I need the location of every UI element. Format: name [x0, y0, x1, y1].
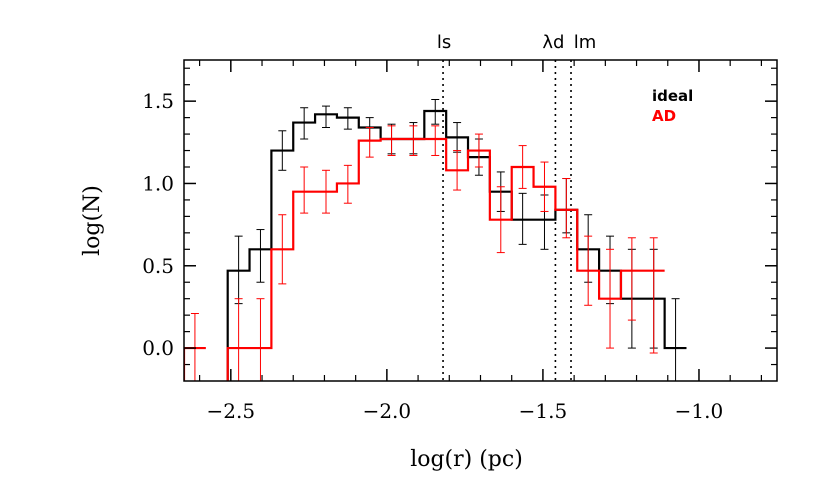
reference-line-labels: ls λd lm [437, 32, 596, 53]
error-bar-AD [627, 237, 636, 321]
error-bar-ideal [343, 107, 352, 130]
series-AD [184, 125, 665, 381]
minor-ticks [184, 60, 777, 381]
error-bar-AD [365, 126, 374, 158]
histogram-step-ideal [226, 109, 687, 381]
error-bar-ideal [671, 298, 680, 381]
error-bar-AD [278, 214, 287, 285]
error-bar-AD [322, 169, 331, 214]
error-bar-ideal [322, 105, 331, 128]
series-ideal [226, 99, 687, 381]
x-tick-label: −1.5 [519, 399, 568, 423]
x-axis-title: log(r) (pc) [410, 447, 523, 472]
error-bar-AD [190, 313, 199, 381]
reference-line-label: ls [437, 32, 451, 53]
error-bar-ideal [256, 229, 265, 283]
error-bar-AD [584, 235, 593, 306]
legend-entry-AD: AD [652, 107, 676, 125]
major-ticks [184, 60, 777, 381]
error-bar-AD [256, 298, 265, 381]
legend-entry-ideal: ideal [652, 87, 693, 105]
error-bar-ideal [431, 99, 440, 125]
error-bar-AD [649, 237, 658, 354]
error-bar-AD [453, 150, 462, 191]
y-tick-label: 0.0 [142, 336, 174, 360]
x-tick-labels: −2.5 −2.0 −1.5 −1.0 [207, 399, 724, 423]
y-tick-label: 1.0 [142, 171, 174, 195]
y-axis-title: log(N) [80, 185, 105, 256]
error-bar-AD [518, 145, 527, 189]
error-bar-AD [474, 133, 483, 168]
y-tick-label: 1.5 [142, 89, 174, 113]
error-bar-AD [409, 125, 418, 156]
y-tick-labels: 0.0 0.5 1.0 1.5 [142, 89, 174, 360]
error-bar-AD [387, 125, 396, 156]
x-tick-label: −2.5 [207, 399, 256, 423]
y-tick-label: 0.5 [142, 254, 174, 278]
histogram-step-AD [184, 137, 665, 381]
error-bar-ideal [518, 192, 527, 245]
error-bar-AD [431, 125, 440, 156]
plot-frame [183, 59, 778, 382]
legend: ideal AD [652, 87, 693, 125]
error-bar-AD [496, 186, 505, 254]
data-series [184, 99, 687, 381]
error-bar-AD [540, 161, 549, 212]
error-bar-AD [234, 298, 243, 381]
error-bar-ideal [278, 130, 287, 171]
error-bar-AD [606, 248, 615, 349]
reference-line-label: lm [574, 32, 597, 53]
x-tick-label: −2.0 [363, 399, 412, 423]
error-bar-ideal [300, 107, 309, 140]
error-bar-AD [343, 164, 352, 204]
x-tick-label: −1.0 [675, 399, 724, 423]
reference-line-label: λd [542, 32, 564, 53]
error-bar-AD [300, 166, 309, 214]
error-bar-AD [562, 178, 571, 239]
